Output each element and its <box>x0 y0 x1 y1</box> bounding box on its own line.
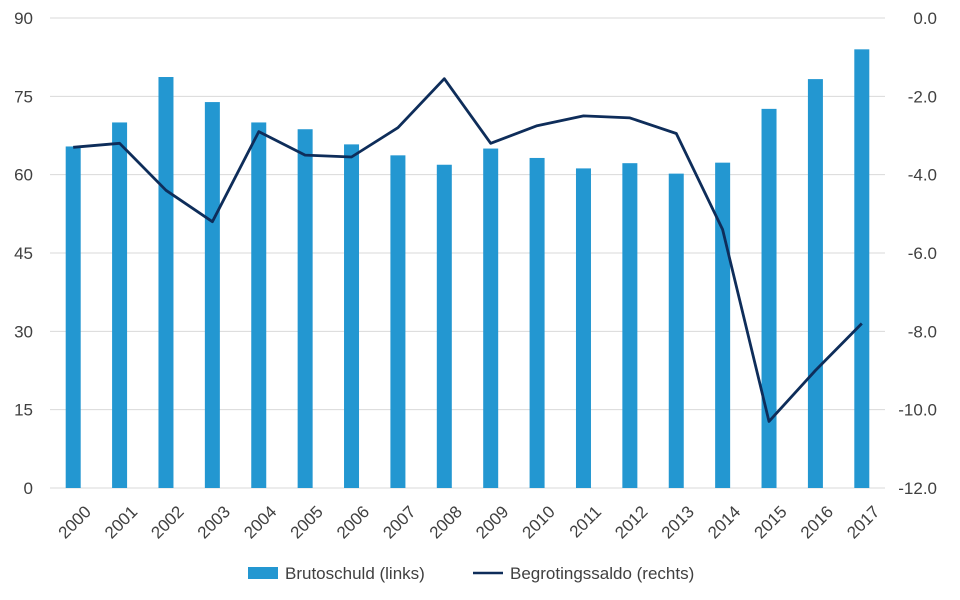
right-tick-label: -6.0 <box>908 244 937 263</box>
left-tick-label: 60 <box>14 166 33 185</box>
legend-label-brutoschuld: Brutoschuld (links) <box>285 564 425 583</box>
left-tick-label: 75 <box>14 87 33 106</box>
bar-brutoschuld-2014 <box>715 162 731 488</box>
x-tick-label: 2002 <box>147 502 187 542</box>
x-tick-label: 2000 <box>55 502 95 542</box>
bar-brutoschuld-2000 <box>65 146 81 488</box>
left-tick-label: 0 <box>24 479 33 498</box>
bar-brutoschuld-2001 <box>112 122 128 488</box>
bar-brutoschuld-2003 <box>204 102 220 489</box>
x-axis-ticks: 2000 2001 2002 2003 2004 2005 2006 2007 2008 2009… <box>55 502 884 542</box>
bar-brutoschuld-2011 <box>575 168 591 488</box>
bar-brutoschuld-2010 <box>529 157 545 488</box>
x-tick-label: 2007 <box>379 502 419 542</box>
bar-brutoschuld-2007 <box>390 155 406 488</box>
bars-brutoschuld <box>65 49 870 489</box>
x-tick-label: 2015 <box>750 502 790 542</box>
left-tick-label: 30 <box>14 322 33 341</box>
line-begrotingssaldo <box>73 77 863 423</box>
right-tick-label: -2.0 <box>908 87 937 106</box>
bar-brutoschuld-2013 <box>668 173 684 488</box>
x-tick-label: 2004 <box>240 502 280 542</box>
bar-brutoschuld-2015 <box>761 108 777 488</box>
x-tick-label: 2012 <box>611 502 651 542</box>
x-tick-label: 2003 <box>194 502 234 542</box>
bar-brutoschuld-2004 <box>251 122 267 488</box>
right-tick-label: -8.0 <box>908 322 937 341</box>
x-tick-label: 2001 <box>101 502 141 542</box>
left-tick-label: 45 <box>14 244 33 263</box>
x-tick-label: 2009 <box>472 502 512 542</box>
x-tick-label: 2008 <box>426 502 466 542</box>
legend-swatch-brutoschuld <box>248 567 278 579</box>
bar-brutoschuld-2005 <box>297 129 313 488</box>
bar-brutoschuld-2016 <box>807 79 823 488</box>
bar-brutoschuld-2006 <box>344 144 360 488</box>
right-axis-ticks: -12.0 -10.0 -8.0 -6.0 -4.0 -2.0 0.0 <box>898 9 937 498</box>
right-tick-label: -12.0 <box>898 479 937 498</box>
right-tick-label: 0.0 <box>913 9 937 28</box>
x-tick-label: 2017 <box>843 502 883 542</box>
gridlines <box>50 17 885 489</box>
bar-brutoschuld-2002 <box>158 77 174 488</box>
x-tick-label: 2014 <box>704 502 744 542</box>
line-begrotingssaldo-path <box>73 77 863 423</box>
bar-brutoschuld-2009 <box>483 148 499 489</box>
x-tick-label: 2011 <box>566 502 605 541</box>
left-axis-ticks: 0 15 30 45 60 75 90 <box>14 9 33 498</box>
x-tick-label: 2016 <box>797 502 837 542</box>
legend: Brutoschuld (links) Begrotingssaldo (rec… <box>248 564 694 583</box>
legend-label-begrotingssaldo: Begrotingssaldo (rechts) <box>510 564 694 583</box>
bar-brutoschuld-2012 <box>622 163 638 488</box>
right-tick-label: -4.0 <box>908 166 937 185</box>
bar-brutoschuld-2008 <box>436 164 452 488</box>
x-tick-label: 2006 <box>333 502 373 542</box>
x-tick-label: 2013 <box>658 502 698 542</box>
left-tick-label: 15 <box>14 401 33 420</box>
x-tick-label: 2005 <box>287 502 327 542</box>
right-tick-label: -10.0 <box>898 401 937 420</box>
bar-brutoschuld-2017 <box>854 49 870 488</box>
left-tick-label: 90 <box>14 9 33 28</box>
x-tick-label: 2010 <box>519 502 559 542</box>
